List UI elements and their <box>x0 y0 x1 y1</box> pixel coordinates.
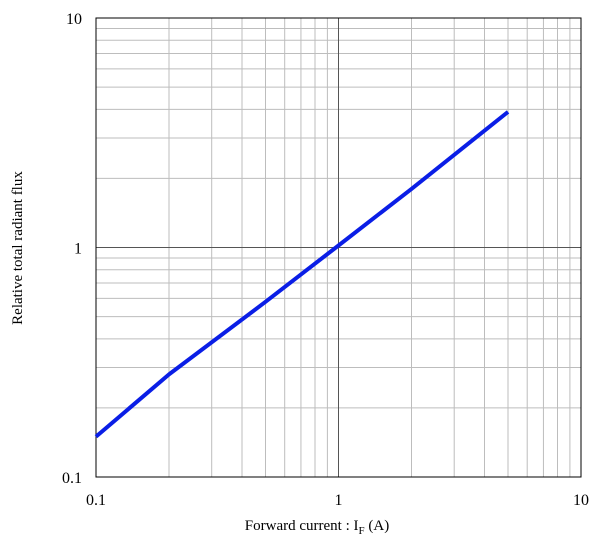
x-tick-label: 0.1 <box>86 492 106 509</box>
x-axis-label-main: Forward current : I <box>245 518 359 534</box>
x-tick-label: 1 <box>335 492 343 509</box>
x-tick-label: 10 <box>573 492 589 509</box>
x-axis-label-subscript: F <box>359 525 365 535</box>
y-tick-label: 10 <box>66 11 82 28</box>
y-tick-labels: 0.1 1 10 <box>62 11 82 487</box>
x-axis-label: Forward current : IF (A) <box>245 518 389 535</box>
x-tick-labels: 0.1 1 10 <box>86 492 589 509</box>
x-axis-label-unit: (A) <box>365 518 390 534</box>
series-group <box>94 110 510 439</box>
y-axis-label: Relative total radiant flux <box>10 171 26 325</box>
y-tick-label: 1 <box>74 241 82 258</box>
series-line-1 <box>94 110 510 439</box>
plot-area-frame <box>95 17 582 478</box>
y-tick-label: 0.1 <box>62 470 82 487</box>
